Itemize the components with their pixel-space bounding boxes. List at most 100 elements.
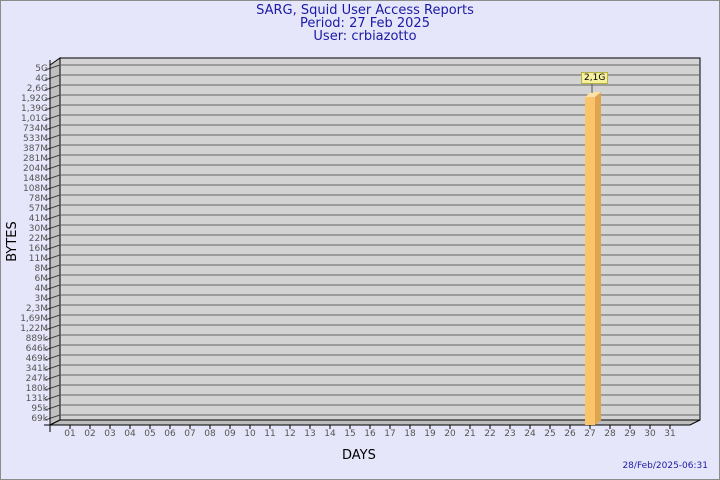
user-label: User: crbiazotto <box>313 29 417 44</box>
x-tick-label: 02 <box>84 429 96 439</box>
y-tick-label: 4G <box>35 74 48 84</box>
y-tick-label: 131k <box>25 394 48 404</box>
y-tick-label: 204M <box>23 164 48 174</box>
y-tick-label: 30M <box>28 224 48 234</box>
y-tick <box>44 274 61 281</box>
y-tick-label: 341k <box>25 364 48 374</box>
x-tick-label: 17 <box>384 429 396 439</box>
x-tick-label: 12 <box>284 429 296 439</box>
y-tick <box>44 364 61 371</box>
y-tick <box>44 314 61 321</box>
y-tick <box>44 394 61 401</box>
x-tick-label: 11 <box>264 429 276 439</box>
x-tick-label: 07 <box>184 429 196 439</box>
x-tick-label: 22 <box>484 429 496 439</box>
plot-back-panel <box>59 57 701 421</box>
x-tick-label: 19 <box>424 429 436 439</box>
y-tick-label: 1,22M <box>20 324 48 334</box>
y-tick <box>44 354 61 361</box>
y-tick-label: 148M <box>23 174 48 184</box>
y-tick <box>44 374 61 381</box>
x-tick-label: 29 <box>624 429 636 439</box>
y-tick <box>44 324 61 331</box>
y-tick <box>44 244 61 251</box>
y-tick-label: 41M <box>28 214 48 224</box>
y-tick <box>44 204 61 211</box>
bar-top-day-27 <box>585 92 601 98</box>
y-tick <box>44 114 61 121</box>
y-tick <box>44 414 61 421</box>
x-tick-label: 05 <box>144 429 156 439</box>
y-tick-label: 108M <box>23 184 48 194</box>
y-tick <box>44 194 61 201</box>
y-tick-label: 2,6G <box>26 84 48 94</box>
y-tick <box>44 404 61 411</box>
y-tick <box>44 74 61 81</box>
y-tick <box>44 164 61 171</box>
y-tick-label: 3M <box>34 294 49 304</box>
y-tick-label: 1,39G <box>20 104 48 114</box>
x-tick-label: 26 <box>564 429 576 439</box>
y-tick <box>44 134 61 141</box>
y-tick-label: 281M <box>23 154 48 164</box>
y-tick-label: 1,92G <box>20 94 48 104</box>
y-tick <box>44 94 61 101</box>
y-tick-label: 6M <box>34 274 49 284</box>
y-tick <box>44 124 61 131</box>
x-tick-label: 15 <box>344 429 356 439</box>
generated-timestamp: 28/Feb/2025-06:31 <box>622 461 708 471</box>
y-tick-label: 734M <box>23 124 48 134</box>
x-tick-label: 01 <box>64 429 76 439</box>
x-tick-label: 10 <box>244 429 256 439</box>
y-tick-label: 5G <box>35 64 48 74</box>
y-tick <box>44 144 61 151</box>
y-tick-label: 247k <box>25 374 48 384</box>
y-tick <box>44 234 61 241</box>
y-tick <box>44 64 61 71</box>
y-tick <box>44 254 61 261</box>
x-tick-label: 06 <box>164 429 176 439</box>
x-tick-label: 27 <box>584 429 596 439</box>
y-tick-label: 469k <box>25 354 48 364</box>
y-tick-label: 646k <box>25 344 48 354</box>
y-tick-label: 2,3M <box>25 304 48 314</box>
x-tick-label: 03 <box>104 429 116 439</box>
y-tick <box>44 384 61 391</box>
y-tick-label: 78M <box>28 194 48 204</box>
y-tick-label: 8M <box>34 264 49 274</box>
y-tick <box>44 224 61 231</box>
x-tick-label: 18 <box>404 429 416 439</box>
x-tick-label: 14 <box>324 429 336 439</box>
y-tick <box>44 214 61 221</box>
y-tick-label: 180k <box>25 384 48 394</box>
data-label: 2,1G <box>581 72 609 84</box>
x-tick-label: 25 <box>544 429 556 439</box>
y-tick <box>44 84 61 91</box>
bar-day-27 <box>585 97 595 426</box>
period-label: Period: 27 Feb 2025 <box>300 16 430 31</box>
x-tick-label: 09 <box>224 429 236 439</box>
x-tick-label: 24 <box>524 429 536 439</box>
y-tick-label: 57M <box>28 204 48 214</box>
y-tick <box>44 344 61 351</box>
y-tick-label: 1,69M <box>20 314 48 324</box>
y-tick <box>44 294 61 301</box>
y-tick-label: 22M <box>28 234 48 244</box>
bar-side-day-27 <box>595 92 601 426</box>
y-tick-label: 11M <box>28 254 48 264</box>
chart-title: SARG, Squid User Access Reports <box>256 3 474 18</box>
y-tick <box>44 104 61 111</box>
y-tick-label: 533M <box>23 134 48 144</box>
x-tick-label: 30 <box>644 429 656 439</box>
x-tick-label: 08 <box>204 429 216 439</box>
y-tick <box>44 284 61 291</box>
floor <box>49 419 701 426</box>
y-tick-label: 889k <box>25 334 48 344</box>
y-tick-label: 387M <box>23 144 48 154</box>
y-tick <box>44 304 61 311</box>
y-tick-label: 1,01G <box>20 114 48 124</box>
y-tick <box>44 264 61 271</box>
x-tick-label: 21 <box>464 429 476 439</box>
y-tick <box>44 154 61 161</box>
